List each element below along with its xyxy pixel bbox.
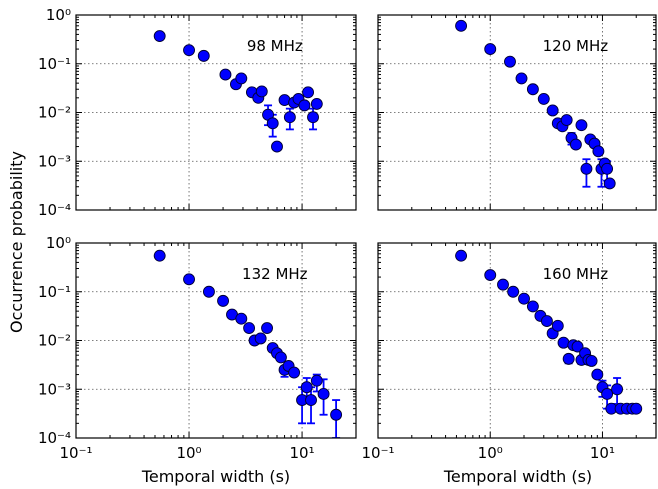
data-point [546,104,559,117]
plot-frame [75,14,357,211]
data-layer [455,249,643,415]
data-point [183,44,195,57]
data-point [630,402,643,415]
x-tick-label: 10¹ [590,444,615,462]
panel-4: 10⁻¹ 10⁰ 10¹ 160 MHz [361,242,657,462]
plot-frame [377,242,657,439]
data-point [537,92,550,105]
y-tick-label: 10⁻³ [38,152,71,170]
panel-frequency-label: 132 MHz [242,265,308,283]
data-point [455,19,468,32]
data-point [560,114,573,127]
y-tick-label: 10⁻³ [38,380,71,398]
plot-frame [377,14,657,211]
panel-frequency-label: 120 MHz [543,37,609,55]
data-point [526,83,539,96]
data-point [507,285,520,298]
data-point [153,30,166,43]
data-point [261,322,274,335]
y-tick-label: 10⁻¹ [38,55,71,73]
data-point [153,249,166,262]
y-tick-label: 10⁻² [38,104,71,122]
data-point [455,249,468,262]
data-point [235,312,248,325]
data-point [551,319,564,332]
panel-frequency-label: 98 MHz [247,37,303,55]
data-point [266,117,279,130]
x-tick-label: 10⁻¹ [361,444,394,462]
data-point [202,285,215,298]
y-tick-label: 10⁻⁴ [38,429,71,447]
data-point [219,68,232,81]
data-point [562,352,575,365]
data-point [571,340,584,353]
x-tick-label: 10⁰ [176,444,201,462]
data-point [288,366,301,379]
data-point [601,388,614,400]
x-axis-label-left: Temporal width (s) [141,467,290,486]
data-point [603,177,616,190]
y-tick-label: 10⁻⁴ [38,201,71,219]
data-point [592,145,605,158]
data-point [197,49,210,62]
plot-frame [75,242,357,439]
x-tick-label: 10¹ [290,444,315,462]
data-point [518,292,530,305]
data-layer [153,249,343,438]
data-point [274,351,287,364]
data-point [591,368,604,381]
panel-3: 10⁻¹ 10⁰ 10¹ 10⁻⁴ 10⁻³ 10⁻² 10⁻¹ 10⁰ 132 MHz [38,234,357,462]
panel-1: 10⁻⁴ 10⁻³ 10⁻² 10⁻¹ 10⁰ 98 MHz [38,6,357,219]
data-point [484,269,497,282]
data-point [307,111,319,124]
data-point [254,332,267,345]
data-point [601,162,614,175]
data-point [611,383,624,396]
x-tick-label: 10⁻¹ [59,444,92,462]
data-point [526,300,539,313]
data-point [585,355,598,367]
y-tick-label: 10⁰ [46,6,71,24]
data-point [271,140,283,153]
data-point [183,273,195,286]
data-point [540,315,553,328]
panel-frequency-label: 160 MHz [543,265,609,283]
y-tick-label: 10⁰ [46,234,71,252]
x-axis-label-right: Temporal width (s) [443,467,592,486]
data-point [310,97,323,110]
y-tick-label: 10⁻¹ [38,283,71,301]
data-point [302,86,315,99]
data-point [217,294,230,307]
data-point [317,388,330,400]
panel-2: 120 MHz [377,14,657,211]
data-point [243,322,256,335]
data-point [300,381,313,394]
data-point [484,43,497,56]
data-point [283,111,296,124]
data-point [255,85,268,98]
x-tick-label: 10⁰ [478,444,503,462]
data-point [569,138,582,151]
data-point [504,55,516,68]
data-point [515,72,528,85]
data-point [330,408,343,421]
data-layer [455,19,616,190]
data-point [497,278,509,291]
data-layer [153,30,323,153]
data-point [575,119,588,132]
data-point [305,394,317,407]
data-point [235,72,248,85]
data-point [310,374,323,387]
data-point [557,336,570,349]
data-point [298,99,311,112]
y-axis-label: Occurrence probability [7,151,26,333]
data-point [580,162,593,175]
y-tick-label: 10⁻² [38,332,71,350]
